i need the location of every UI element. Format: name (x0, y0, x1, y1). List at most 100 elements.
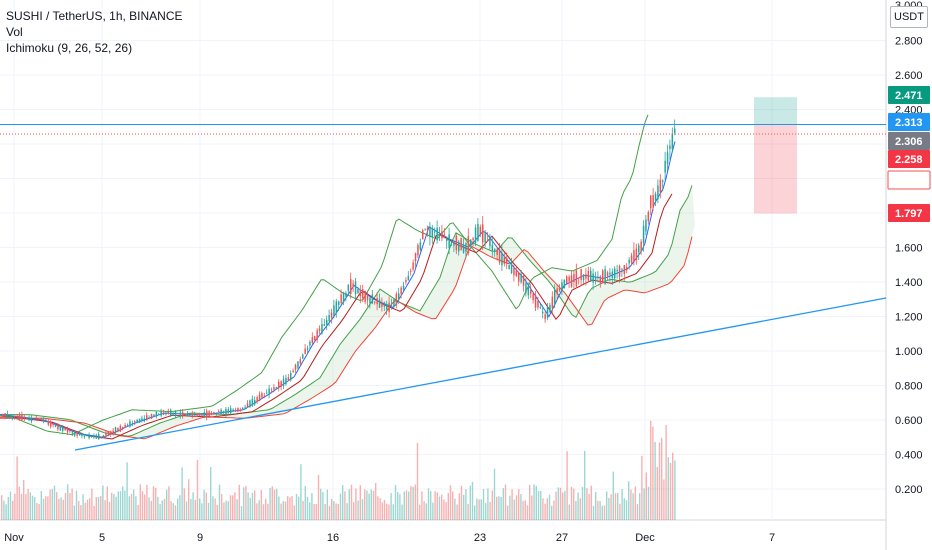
volume-bar (223, 502, 225, 520)
time-tick-label: 7 (769, 532, 775, 544)
volume-bar (553, 500, 555, 520)
candle-body (93, 435, 95, 438)
candle-body (578, 277, 580, 279)
candle-body (230, 408, 232, 414)
candle-body (614, 268, 616, 279)
candle-body (290, 373, 292, 381)
volume-bar (394, 485, 397, 520)
volume-bar (500, 496, 502, 520)
volume-indicator-label[interactable]: Vol (6, 25, 23, 39)
candle-body (479, 226, 482, 235)
volume-bar (476, 498, 478, 520)
candle-body (378, 299, 381, 308)
candle-body (438, 233, 441, 235)
candle-body (246, 403, 249, 408)
volume-bar (548, 494, 551, 520)
candle-body (570, 275, 573, 287)
candle-body (532, 293, 534, 301)
candle-body (674, 128, 676, 133)
candle-body (215, 412, 218, 414)
currency-unit-label[interactable]: USDT (890, 6, 928, 28)
candle-body (666, 152, 669, 164)
volume-bar (661, 437, 663, 520)
volume-bar (485, 503, 487, 520)
volume-bar (315, 504, 317, 520)
volume-bar (348, 489, 350, 520)
volume-bar (152, 486, 155, 520)
candle-body (148, 417, 150, 419)
candle-body (635, 248, 638, 260)
volume-bar (267, 503, 269, 520)
volume-bar (201, 503, 203, 520)
volume-bar (392, 504, 394, 520)
volume-bar (454, 498, 456, 520)
volume-bar (269, 488, 271, 520)
candle-body (340, 294, 342, 303)
volume-bar (412, 486, 414, 520)
symbol-title[interactable]: SUSHI / TetherUS, 1h, BINANCE (6, 9, 183, 23)
price-tag[interactable] (888, 86, 930, 104)
candle-body (376, 298, 378, 305)
candle-body (362, 289, 364, 298)
candle-body (338, 301, 340, 305)
position-target-zone[interactable] (754, 97, 797, 125)
support-trendline[interactable] (74, 297, 887, 451)
volume-bar (487, 488, 489, 520)
volume-bar (117, 491, 119, 520)
candle-body (398, 293, 400, 300)
candle-body (184, 414, 186, 416)
volume-bar (416, 442, 419, 520)
candle-body (489, 237, 491, 247)
volume-bar (313, 503, 315, 520)
volume-bar (216, 504, 218, 520)
price-tag[interactable] (888, 150, 930, 168)
volume-bar (551, 505, 553, 520)
candle-body (136, 420, 138, 423)
volume-bar (40, 491, 42, 520)
volume-bar (221, 494, 223, 520)
volume-bar (359, 485, 361, 520)
candle-body (287, 377, 290, 380)
volume-bar (146, 484, 148, 520)
candle-body (122, 427, 124, 428)
volume-bar (124, 490, 126, 520)
price-tag[interactable] (888, 113, 930, 131)
candle-body (568, 276, 570, 282)
candle-body (158, 414, 160, 416)
volume-bar (280, 503, 282, 520)
candle-body (129, 421, 131, 427)
volume-bar (361, 499, 364, 520)
candle-body (494, 248, 496, 252)
candle-body (640, 241, 642, 251)
ichimoku-indicator-label[interactable]: Ichimoku (9, 26, 52, 26) (6, 41, 133, 55)
candle-body (201, 414, 203, 416)
price-tag[interactable] (888, 204, 930, 222)
candle-body (239, 409, 242, 411)
time-tick-label: Nov (4, 532, 24, 544)
price-tick-label: 2.800 (895, 36, 923, 48)
candle-body (482, 224, 484, 243)
candle-body (18, 414, 21, 421)
volume-bar (636, 504, 639, 520)
volume-bar (214, 498, 216, 520)
candle-body (222, 410, 225, 412)
volume-bar (20, 493, 23, 520)
candle-body (371, 294, 374, 304)
candle-body (520, 273, 522, 283)
volume-bar (346, 503, 348, 520)
volume-bar (42, 498, 45, 520)
volume-bar (584, 450, 586, 520)
candle-body (114, 427, 117, 434)
candle-body (167, 411, 170, 414)
position-stop-zone[interactable] (754, 124, 797, 214)
volume-bar (441, 494, 443, 520)
volume-bar (364, 489, 366, 520)
candle-body (155, 412, 158, 417)
price-tag[interactable] (888, 132, 930, 150)
candle-body (522, 275, 525, 286)
volume-bar (445, 502, 447, 520)
price-tag[interactable] (887, 170, 931, 190)
candle-body (621, 268, 623, 270)
volume-bar (630, 489, 632, 520)
